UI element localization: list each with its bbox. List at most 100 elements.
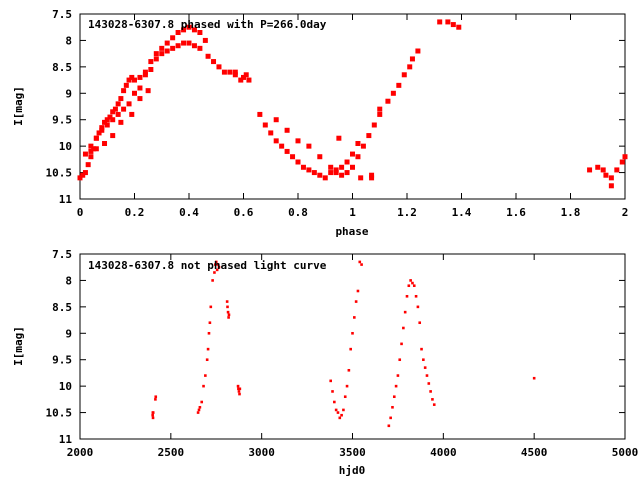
phased-data-point (121, 88, 127, 94)
phased-x-tick-label: 0.2 (125, 206, 145, 219)
phased-chart-title: 143028-6307.8 phased with P=266.0day (88, 18, 327, 31)
unphased-y-ticks: 7.5 8 8.5 9 9.5 10 10.5 11 (46, 248, 625, 446)
phased-data-point (295, 159, 301, 165)
phased-data-point (238, 77, 244, 83)
unphased-points (151, 260, 536, 428)
unphased-x-tick-label: 4000 (430, 446, 457, 459)
phased-data-point (107, 114, 113, 120)
unphased-data-point (409, 279, 412, 282)
phased-data-point (369, 172, 375, 178)
unphased-data-point (151, 416, 155, 420)
unphased-data-point (358, 260, 362, 264)
phased-data-point (129, 111, 135, 117)
phased-data-point (317, 154, 323, 160)
phased-data-point (96, 130, 102, 136)
phased-data-point (115, 111, 121, 117)
phased-data-point (164, 48, 170, 54)
phased-data-point (186, 24, 192, 30)
phased-data-point (358, 175, 364, 181)
phased-y-tick-label: 10 (59, 140, 72, 153)
unphased-data-point (403, 310, 407, 314)
phased-data-point (170, 35, 176, 41)
phased-x-axis-label: phase (335, 225, 368, 238)
unphased-data-point (238, 387, 242, 391)
phased-x-tick-label: 1.6 (506, 206, 526, 219)
phased-data-point (145, 88, 151, 94)
unphased-y-axis-label: I[mag] (12, 326, 25, 366)
phased-data-point (268, 130, 274, 136)
unphased-data-point (407, 284, 411, 288)
unphased-data-point (349, 347, 352, 351)
unphased-y-tick-label: 7.5 (52, 248, 72, 261)
phased-data-point (118, 119, 124, 125)
unphased-data-point (227, 313, 231, 317)
phased-data-point (170, 45, 176, 51)
unphased-data-point (237, 390, 241, 393)
unphased-data-point (207, 331, 211, 335)
unphased-data-point (211, 279, 214, 282)
phased-y-tick-label: 7.5 (52, 8, 72, 21)
phased-data-point (415, 48, 421, 54)
unphased-data-point (227, 316, 230, 319)
unphased-data-point (213, 271, 216, 274)
phased-data-point (211, 59, 217, 65)
phased-data-point (360, 143, 366, 149)
unphased-x-tick-label: 2000 (67, 446, 94, 459)
phased-data-point (450, 22, 456, 28)
unphased-data-point (402, 326, 405, 330)
phased-data-point (445, 19, 451, 25)
unphased-data-point (354, 300, 358, 303)
unphased-x-ticks: 2000 2500 3000 3500 4000 4500 5000 (67, 254, 638, 459)
unphased-data-point (196, 411, 200, 414)
phased-data-point (284, 148, 290, 154)
unphased-y-tick-label: 11 (59, 433, 73, 446)
unphased-data-point (411, 281, 414, 285)
phased-data-point (608, 175, 614, 181)
unphased-data-point (331, 390, 334, 393)
phased-data-point (148, 59, 154, 65)
unphased-y-tick-label: 8.5 (52, 301, 72, 314)
phased-data-point (257, 111, 263, 117)
unphased-x-tick-label: 4500 (521, 446, 548, 459)
unphased-data-point (343, 395, 347, 399)
phased-data-point (241, 74, 246, 80)
phased-chart: 0 0.2 0.4 0.6 0.8 1 1.2 1.4 1.6 1.8 2 7.5 8 8.5 9 9.5 1… (12, 8, 628, 238)
unphased-data-point (353, 316, 356, 319)
phased-data-point (126, 77, 132, 83)
phased-data-point (159, 45, 165, 51)
phased-y-tick-label: 8.5 (52, 61, 72, 74)
phased-data-point (137, 85, 143, 91)
unphased-data-point (396, 374, 400, 377)
unphased-data-point (208, 321, 212, 325)
unphased-data-point (412, 284, 416, 288)
unphased-data-point (209, 305, 213, 309)
unphased-data-point (236, 384, 240, 388)
phased-data-point (377, 111, 383, 117)
phased-data-point (355, 141, 361, 146)
phased-y-tick-label: 10.5 (46, 167, 73, 180)
unphased-data-point (392, 395, 396, 399)
phased-data-point (110, 133, 116, 139)
phased-data-point (99, 125, 105, 131)
phased-data-point (132, 77, 137, 83)
phased-data-point (622, 154, 628, 160)
phased-x-tick-label: 1 (349, 206, 356, 219)
phased-data-point (409, 56, 415, 62)
phased-x-tick-label: 2 (622, 206, 629, 219)
unphased-data-point (215, 268, 219, 272)
unphased-data-point (214, 263, 217, 266)
unphased-data-point (342, 408, 345, 412)
phased-data-point (110, 117, 116, 123)
phased-data-point (126, 101, 132, 107)
unphased-data-point (387, 424, 391, 428)
phased-data-point (350, 164, 355, 170)
unphased-data-point (226, 305, 229, 309)
unphased-data-point (206, 347, 210, 351)
unphased-data-point (216, 263, 220, 266)
unphased-data-point (154, 398, 157, 401)
phased-data-point (317, 172, 323, 178)
phased-data-point (115, 101, 121, 107)
phased-data-point (273, 138, 279, 144)
unphased-y-tick-label: 10 (59, 380, 72, 393)
phased-data-point (102, 141, 108, 146)
